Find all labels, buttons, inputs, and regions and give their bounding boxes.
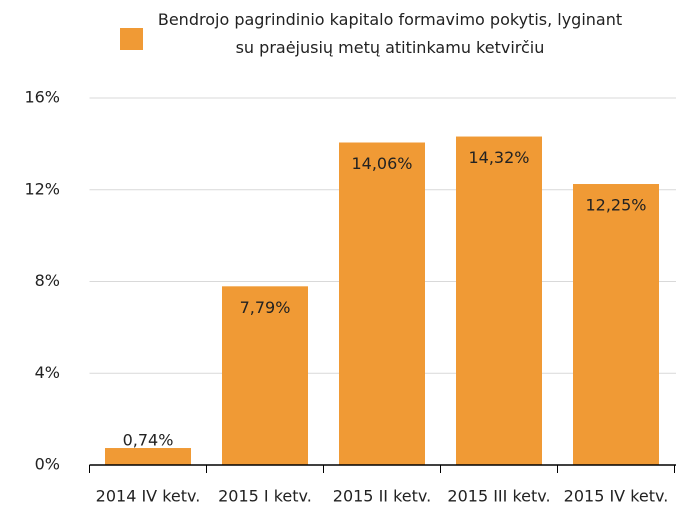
bar xyxy=(456,136,542,465)
legend-swatch xyxy=(120,28,143,50)
data-label: 12,25% xyxy=(585,196,646,215)
x-tick-label: 2015 IV ketv. xyxy=(564,487,669,506)
bar xyxy=(573,184,659,465)
bar xyxy=(339,142,425,465)
legend-label: Bendrojo pagrindinio kapitalo formavimo … xyxy=(157,10,623,57)
y-tick-label: 16% xyxy=(24,88,60,107)
data-label: 7,79% xyxy=(240,298,291,317)
data-label: 14,06% xyxy=(351,154,412,173)
y-tick-label: 0% xyxy=(35,455,60,474)
x-tick-label: 2015 I ketv. xyxy=(218,487,312,506)
bar xyxy=(222,286,308,465)
x-tick-label: 2015 II ketv. xyxy=(333,487,431,506)
y-tick-label: 12% xyxy=(24,179,60,198)
y-tick-label: 8% xyxy=(35,271,60,290)
legend: Bendrojo pagrindinio kapitalo formavimo … xyxy=(157,10,623,57)
y-tick-label: 4% xyxy=(35,363,60,382)
data-label: 0,74% xyxy=(123,431,174,450)
x-tick-label: 2014 IV ketv. xyxy=(96,487,201,506)
data-label: 14,32% xyxy=(468,148,529,167)
x-tick-label: 2015 III ketv. xyxy=(447,487,550,506)
bar xyxy=(105,448,191,465)
